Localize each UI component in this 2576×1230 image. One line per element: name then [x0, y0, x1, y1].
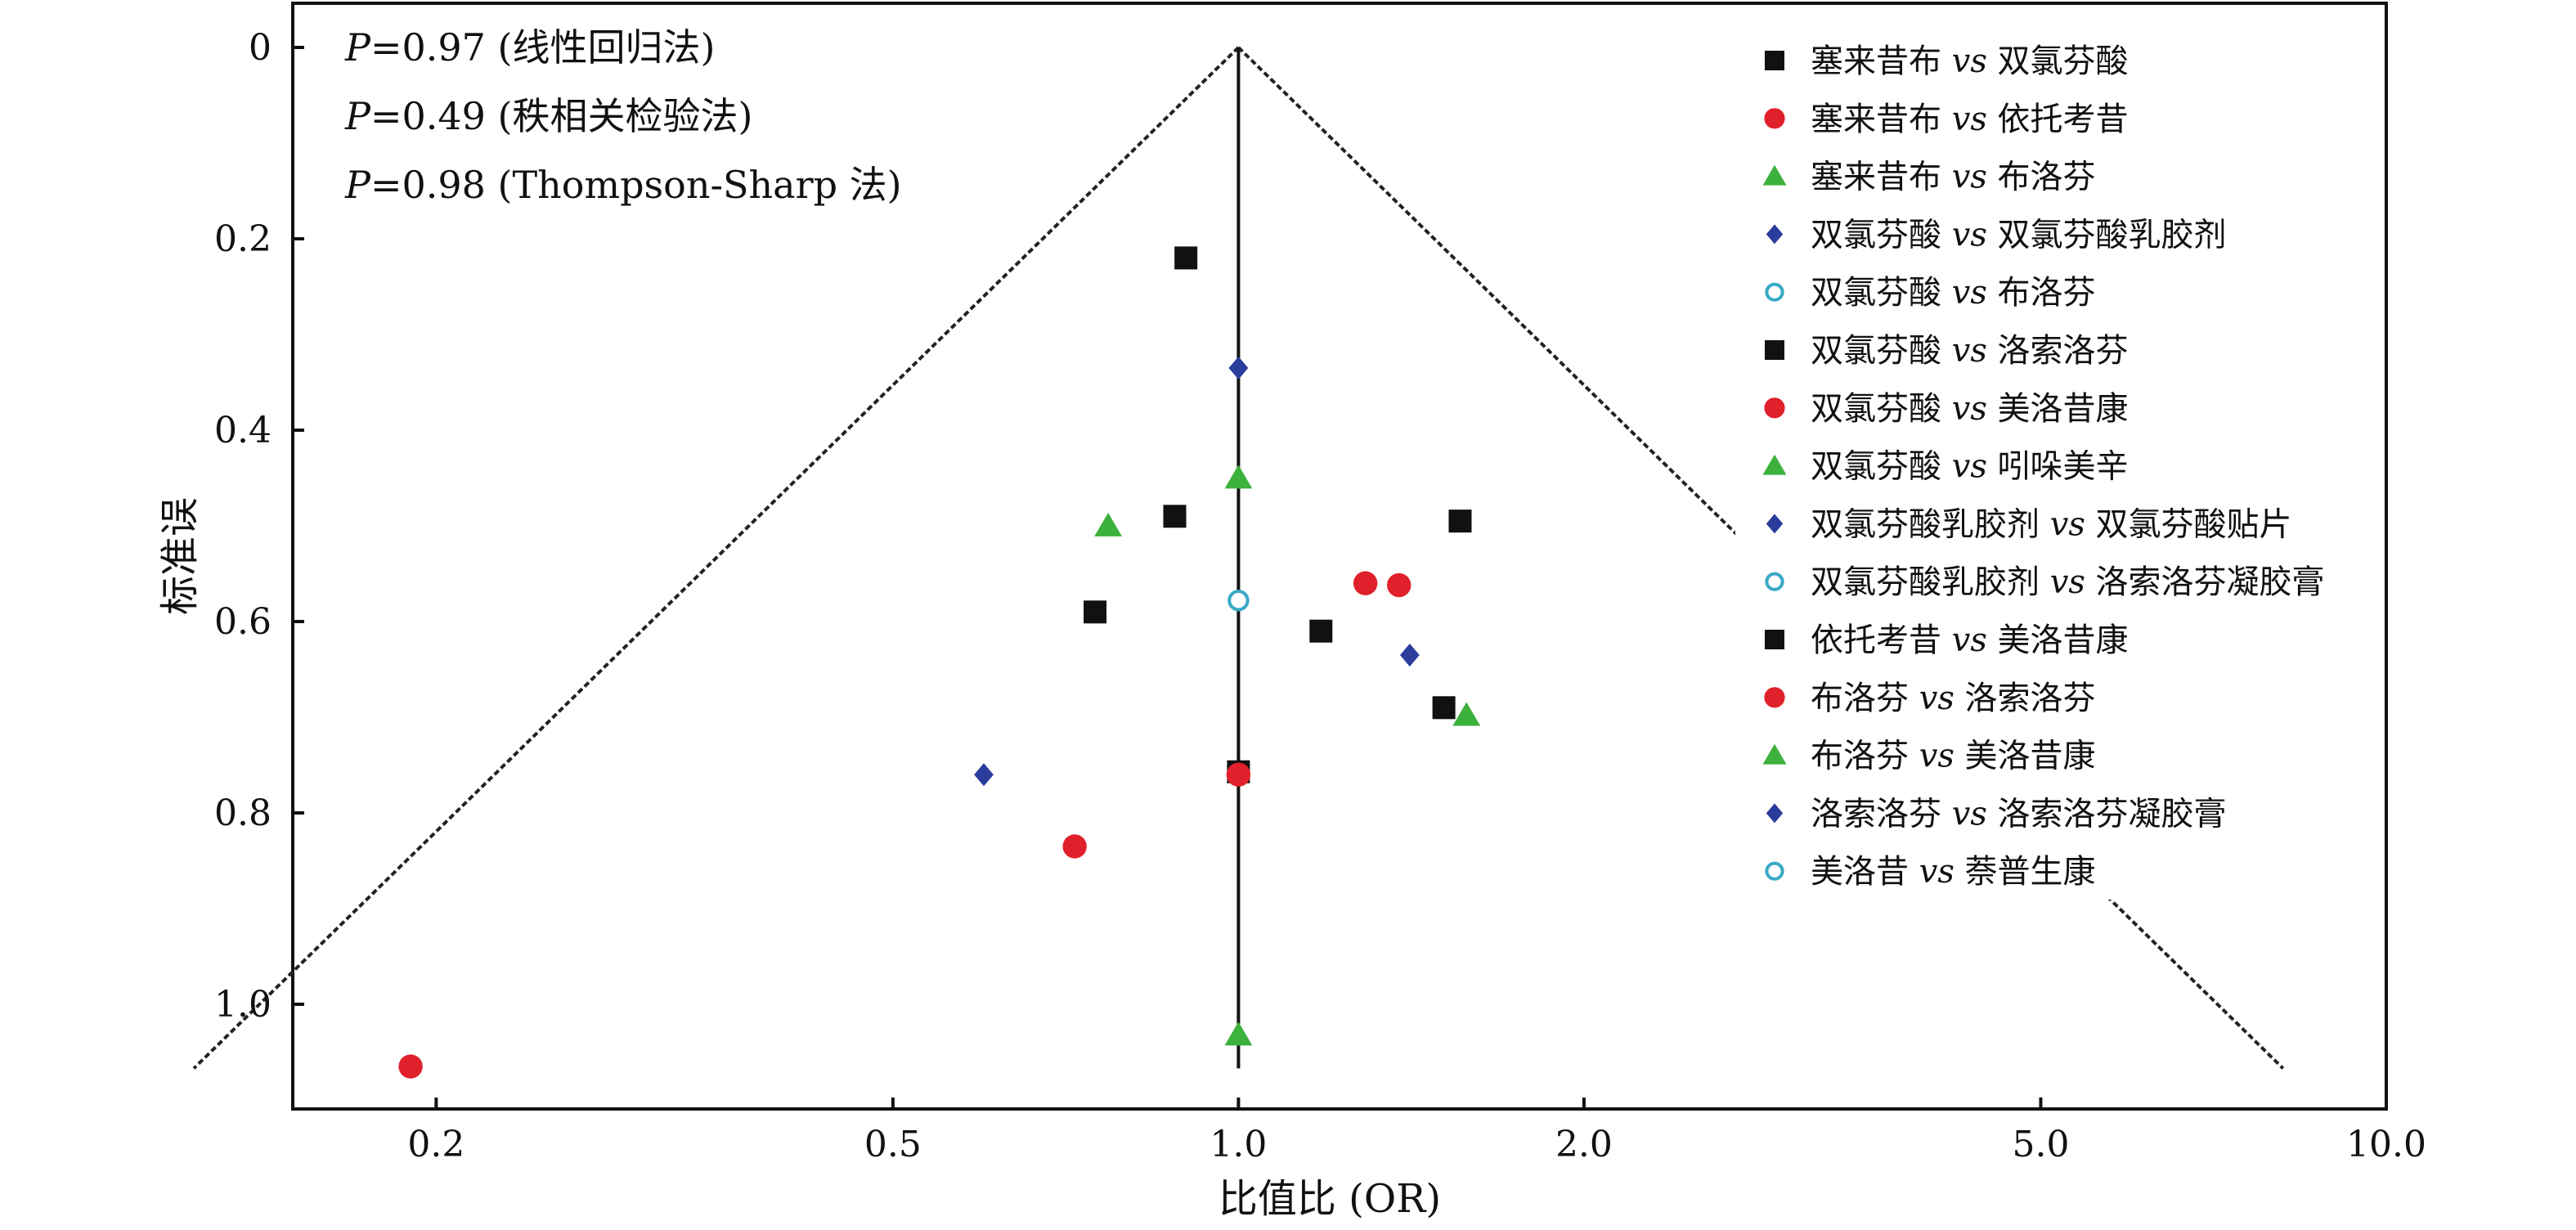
data-point-triangle — [1224, 465, 1253, 489]
data-point-square — [1163, 505, 1187, 528]
data-point-circle — [1387, 572, 1411, 598]
p-value-annotation: P=0.98 (Thompson-Sharp 法) — [344, 163, 902, 207]
data-point-square — [1448, 510, 1472, 533]
data-point-triangle — [1762, 454, 1787, 475]
p-value-annotation: P=0.49 (秩相关检验法) — [344, 94, 752, 138]
data-point-open-circle — [1765, 282, 1784, 302]
data-point-open-circle — [1765, 861, 1784, 881]
legend-label: 双氯芬酸 vs 双氯芬酸乳胶剂 — [1811, 216, 2227, 254]
data-point-open-circle — [1765, 572, 1784, 591]
x-tick-label: 1.0 — [1209, 1124, 1267, 1165]
data-point-square — [1432, 696, 1456, 720]
data-point-diamond — [1228, 356, 1249, 379]
data-point-triangle — [1762, 164, 1787, 186]
legend-label: 双氯芬酸 vs 洛索洛芬 — [1811, 332, 2129, 370]
legend-label: 双氯芬酸 vs 布洛芬 — [1811, 274, 2096, 312]
x-tick-label: 10.0 — [2346, 1124, 2426, 1165]
legend-label: 布洛芬 vs 洛索洛芬 — [1811, 680, 2096, 717]
y-tick-label: 0 — [249, 27, 272, 69]
data-point-circle — [1226, 762, 1251, 787]
data-point-triangle — [1762, 743, 1787, 765]
y-tick-label: 0.2 — [214, 218, 272, 260]
plot-frame — [291, 2, 2388, 1111]
legend-label: 双氯芬酸乳胶剂 vs 双氯芬酸贴片 — [1811, 505, 2292, 543]
p-value-annotation: P=0.97 (线性回归法) — [344, 25, 715, 70]
data-point-square — [1765, 51, 1784, 70]
data-point-diamond — [1766, 803, 1784, 824]
data-point-square — [1765, 630, 1784, 649]
legend-label: 双氯芬酸 vs 美洛昔康 — [1811, 390, 2129, 428]
data-point-circle — [1764, 687, 1785, 708]
axis-ticks: 0.2 0.5 1.0 2.0 5.0 10.0 0 0.2 0.4 0.6 0.8 1.0 — [214, 27, 2426, 1165]
data-points — [398, 246, 1481, 1079]
legend-background — [1735, 25, 2381, 900]
y-tick-label: 1.0 — [214, 984, 272, 1026]
y-tick-label: 0.8 — [214, 792, 272, 834]
legend-label: 洛索洛芬 vs 洛索洛芬凝胶膏 — [1811, 795, 2227, 833]
x-tick-label: 0.5 — [864, 1124, 922, 1165]
data-point-square — [1765, 340, 1784, 360]
legend-label: 双氯芬酸 vs 吲哚美辛 — [1811, 448, 2129, 486]
data-point-triangle — [1094, 512, 1123, 536]
legend-label: 双氯芬酸乳胶剂 vs 洛索洛芬凝胶膏 — [1811, 563, 2325, 601]
data-point-square — [1174, 246, 1198, 270]
data-point-square — [1309, 619, 1333, 643]
y-tick-label: 0.6 — [214, 601, 272, 643]
legend-label: 塞来昔布 vs 依托考昔 — [1811, 101, 2129, 138]
data-point-triangle — [1224, 1021, 1253, 1046]
data-point-diamond — [1766, 224, 1784, 245]
legend-label: 依托考昔 vs 美洛昔康 — [1811, 622, 2129, 659]
data-point-circle — [1353, 571, 1378, 595]
data-point-circle — [1764, 397, 1785, 419]
data-point-diamond — [1399, 643, 1420, 667]
x-tick-label: 5.0 — [2012, 1124, 2069, 1165]
y-axis-title: 标准误 — [157, 497, 203, 615]
data-point-open-circle — [1227, 590, 1250, 612]
data-point-circle — [398, 1054, 423, 1079]
legend-label: 塞来昔布 vs 双氯芬酸 — [1811, 43, 2129, 80]
annotations: P=0.97 (线性回归法) P=0.49 (秩相关检验法) P=0.98 (Tho… — [344, 25, 902, 207]
x-axis-title: 比值比 (OR) — [1218, 1176, 1441, 1222]
legend-label: 美洛昔 vs 萘普生康 — [1811, 853, 2096, 891]
data-point-diamond — [974, 763, 994, 787]
data-point-circle — [1764, 108, 1785, 129]
funnel-left-line — [192, 46, 1240, 1070]
y-tick-label: 0.4 — [214, 410, 272, 451]
data-point-square — [1084, 600, 1107, 624]
legend-label: 塞来昔布 vs 布洛芬 — [1811, 159, 2096, 196]
data-point-diamond — [1766, 514, 1784, 534]
legend-label: 布洛芬 vs 美洛昔康 — [1811, 738, 2096, 775]
data-point-triangle — [1452, 702, 1481, 726]
x-tick-label: 2.0 — [1555, 1124, 1613, 1165]
x-tick-label: 0.2 — [407, 1124, 464, 1165]
data-point-circle — [1062, 834, 1087, 859]
